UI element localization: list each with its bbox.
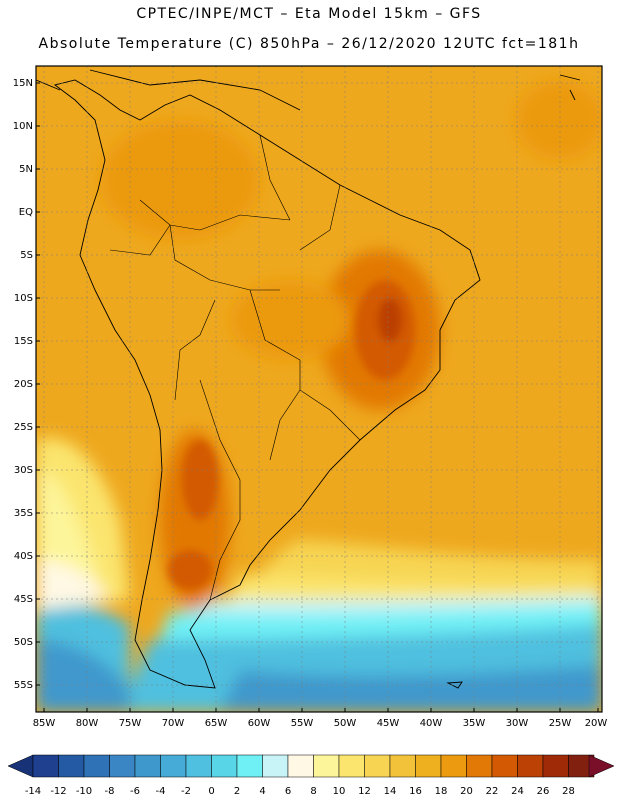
lat-label: 55S (14, 680, 33, 691)
colorbar-label: 28 (562, 786, 575, 797)
colorbar-label: 8 (310, 786, 316, 797)
colorbar-label: 12 (358, 786, 371, 797)
colorbar-under-arrow (7, 754, 34, 778)
lat-label: 10S (14, 293, 33, 304)
colorbar-swatch (109, 754, 136, 778)
colorbar-label: 20 (460, 786, 473, 797)
colorbar-label: 4 (259, 786, 265, 797)
lat-label: 25S (14, 422, 33, 433)
lat-label: 45S (14, 594, 33, 605)
coastlines (36, 69, 581, 689)
colorbar-swatch (542, 754, 569, 778)
colorbar-label: 0 (208, 786, 214, 797)
colorbar-swatch (364, 754, 391, 778)
lat-label: 40S (14, 551, 33, 562)
lon-label: 65W (205, 718, 228, 729)
colorbar-swatch (236, 754, 263, 778)
lat-label: 5S (20, 250, 33, 261)
lon-label: 20W (585, 718, 608, 729)
temperature-field (36, 66, 602, 712)
colorbar-label: -12 (50, 786, 66, 797)
colorbar-swatch (440, 754, 467, 778)
colorbar-labels: -14 -12 -10 -8 -6 -4 -2 0 2 4 6 8 10 12 14 16 18 20 22 24 26… (25, 786, 575, 797)
colorbar-label: 6 (285, 786, 291, 797)
lon-label: 75W (119, 718, 142, 729)
colorbar-over-arrow (588, 754, 615, 778)
lon-label: 50W (334, 718, 357, 729)
latitude-labels: 15N 10N 5N EQ 5S 10S 15S 20S 25S 30S 35S… (13, 78, 33, 691)
colorbar-label: 26 (537, 786, 550, 797)
map-subtitle: Absolute Temperature (C) 850hPa – 26/12/… (38, 36, 580, 52)
colorbar-swatch (491, 754, 518, 778)
lon-label: 25W (549, 718, 572, 729)
colorbar-swatch (160, 754, 187, 778)
colorbar-label: 24 (511, 786, 524, 797)
colorbar-swatch (338, 754, 365, 778)
lon-label: 55W (291, 718, 314, 729)
colorbar-label: -8 (105, 786, 115, 797)
colorbar-swatch (32, 754, 59, 778)
colorbar-legend: -14 -12 -10 -8 -6 -4 -2 0 2 4 6 8 10 12 14 16 18 20 22 24 26… (7, 754, 615, 797)
lat-label: 15S (14, 336, 33, 347)
colorbar-label: -4 (156, 786, 166, 797)
colorbar-label: -14 (25, 786, 41, 797)
lat-label: 10N (13, 121, 33, 132)
colorbar-swatches (32, 754, 595, 778)
colorbar-swatch (262, 754, 289, 778)
lon-label: 85W (33, 718, 56, 729)
map-frame (35, 65, 603, 713)
lat-label: 15N (13, 78, 33, 89)
colorbar-swatch (313, 754, 340, 778)
falklands-outline (446, 681, 463, 689)
colorbar-label: 22 (486, 786, 499, 797)
lon-label: 45W (377, 718, 400, 729)
colorbar-label: 18 (435, 786, 448, 797)
colorbar-swatch (211, 754, 238, 778)
colorbar-label: -10 (76, 786, 92, 797)
country-borders (109, 134, 361, 601)
colorbar-label: 2 (234, 786, 240, 797)
colorbar-label: 16 (409, 786, 422, 797)
south-america-coastline (53, 79, 481, 689)
colorbar-swatch (287, 754, 314, 778)
colorbar-swatch (415, 754, 442, 778)
lon-label: 35W (463, 718, 486, 729)
colorbar-swatch (466, 754, 493, 778)
lon-label: 40W (420, 718, 443, 729)
colorbar-label: 10 (333, 786, 346, 797)
lon-label: 60W (248, 718, 271, 729)
lon-label: 30W (506, 718, 529, 729)
colorbar-swatch (83, 754, 110, 778)
map-title: CPTEC/INPE/MCT – Eta Model 15km – GFS (136, 6, 482, 22)
colorbar-label: -6 (130, 786, 140, 797)
lat-label: 20S (14, 379, 33, 390)
colorbar-label: 14 (384, 786, 397, 797)
lat-label: 30S (14, 465, 33, 476)
lat-lon-grid (36, 66, 602, 712)
lon-label: 70W (162, 718, 185, 729)
lat-label: 50S (14, 637, 33, 648)
lon-label: 80W (76, 718, 99, 729)
colorbar-swatch (134, 754, 161, 778)
longitude-labels: 85W 80W 75W 70W 65W 60W 55W 50W 45W 40W … (33, 718, 608, 729)
colorbar-label: -2 (181, 786, 191, 797)
axis-ticks (36, 82, 599, 712)
colorbar-swatch (58, 754, 85, 778)
lat-label: EQ (19, 207, 33, 218)
lat-label: 35S (14, 508, 33, 519)
colorbar-swatch (389, 754, 416, 778)
colorbar-swatch (517, 754, 544, 778)
lat-label: 5N (19, 164, 33, 175)
colorbar-swatch (185, 754, 212, 778)
caribbean-coast (36, 69, 581, 111)
